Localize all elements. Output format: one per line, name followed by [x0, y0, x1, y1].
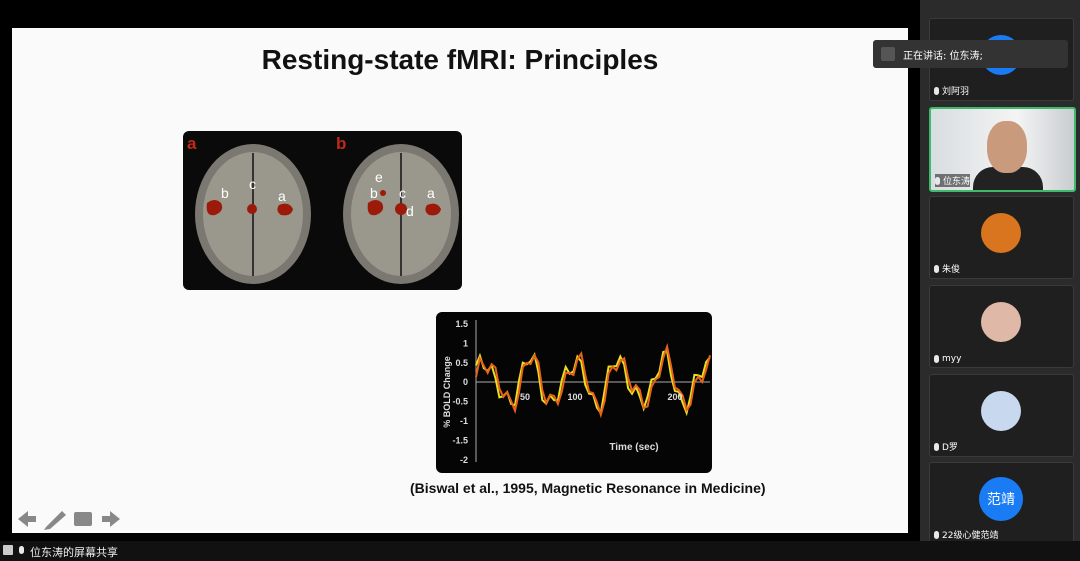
- x-tick-label: 100: [567, 392, 582, 402]
- next-button[interactable]: [102, 511, 120, 527]
- slide-title: Resting-state fMRI: Principles: [261, 44, 659, 75]
- y-tick-label: 0.5: [455, 358, 468, 368]
- region-label: e: [375, 169, 383, 185]
- participant-name: 刘阿羽: [942, 87, 970, 97]
- participant-tile[interactable]: myy: [929, 285, 1074, 368]
- speaking-indicator: 正在讲话: 位东涛;: [873, 40, 1068, 68]
- menu-button[interactable]: [74, 512, 92, 526]
- signal-trace: [475, 342, 711, 419]
- y-axis-label: % BOLD Change: [442, 356, 452, 428]
- participant-tile[interactable]: 朱俊: [929, 196, 1074, 279]
- participant-name: 位东涛: [943, 177, 971, 187]
- participant-panel: 刘阿羽位东涛朱俊 myy D罗范靖 22级心健范靖: [920, 0, 1080, 561]
- y-tick-label: -1: [460, 416, 468, 426]
- avatar: [981, 302, 1021, 342]
- speaking-text: 正在讲话: 位东涛;: [903, 50, 983, 62]
- participant-name: D罗: [942, 443, 958, 453]
- y-tick-label: -1.5: [452, 435, 468, 445]
- x-axis-label: Time (sec): [609, 442, 658, 453]
- region-label: a: [278, 188, 286, 204]
- slide-nav[interactable]: [16, 508, 126, 530]
- participant-name: myy: [942, 354, 962, 364]
- region-label: c: [399, 185, 406, 201]
- avatar: [981, 391, 1021, 431]
- participant-tile[interactable]: D罗: [929, 374, 1074, 457]
- region-label: a: [427, 185, 435, 201]
- share-label: 位东涛的屏幕共享: [30, 546, 118, 559]
- y-tick-label: 0: [463, 377, 468, 387]
- participant-tile[interactable]: 位东涛: [929, 107, 1076, 192]
- bold-chart: 1.5 1 0.5 0 -0.5 -1 -1.5 -2 50 100 200 Time (sec) % …: [436, 312, 712, 473]
- citation: (Biswal et al., 1995, Magnetic Resonance…: [410, 480, 766, 496]
- avatar: [981, 213, 1021, 253]
- region-label: b: [221, 185, 229, 201]
- panel-label: b: [336, 134, 346, 153]
- x-tick-label: 50: [520, 392, 530, 402]
- avatar: 范靖: [979, 477, 1023, 521]
- participant-name: 朱俊: [942, 265, 961, 275]
- participant-name: 22级心健范靖: [942, 531, 999, 541]
- share-bar: 位东涛的屏幕共享: [0, 541, 1080, 561]
- region-label: c: [249, 176, 256, 192]
- pen-button[interactable]: [44, 511, 66, 530]
- y-tick-label: -2: [460, 455, 468, 465]
- participant-tile[interactable]: 范靖 22级心健范靖: [929, 462, 1074, 545]
- panel-label: a: [187, 134, 197, 153]
- region-label: b: [370, 185, 378, 201]
- y-tick-label: 1: [463, 338, 468, 348]
- y-tick-label: -0.5: [452, 397, 468, 407]
- x-tick-label: 200: [667, 392, 682, 402]
- y-tick-label: 1.5: [455, 319, 468, 329]
- region-label: d: [406, 203, 414, 219]
- prev-button[interactable]: [18, 511, 36, 527]
